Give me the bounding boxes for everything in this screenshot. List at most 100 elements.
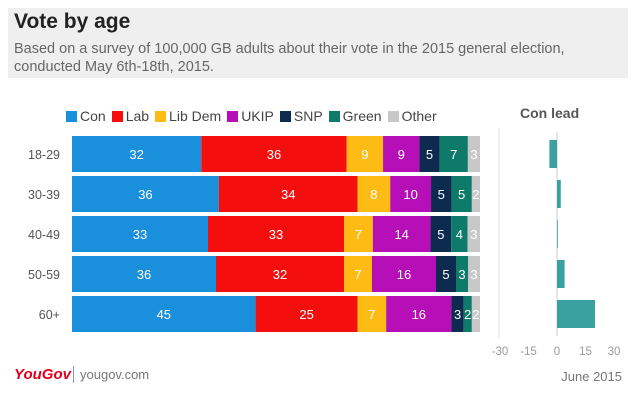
bar-segment-ukip	[386, 296, 452, 332]
con-lead-tick-label: 0	[554, 346, 560, 358]
bar-segment-ukip	[390, 176, 432, 212]
bar-segment-ukip	[372, 216, 431, 252]
chart-title: Vote by age	[14, 10, 131, 33]
data-label: 5	[426, 147, 433, 162]
bar-segment-ukip	[383, 136, 420, 172]
data-label: 9	[361, 147, 368, 162]
data-label: 33	[269, 227, 283, 242]
bar-segment-lab	[208, 216, 344, 252]
bar-segment-other	[468, 256, 480, 292]
con-lead-tick-label: 15	[579, 346, 592, 358]
con-lead-bar	[549, 140, 557, 168]
con-lead-tick-label: -15	[520, 346, 537, 358]
data-label: 4	[456, 227, 463, 242]
bar-segment-con	[72, 216, 208, 252]
age-group-label: 50-59	[28, 268, 60, 282]
data-label: 3	[470, 267, 477, 282]
data-label: 9	[398, 147, 405, 162]
legend-label: Lab	[125, 108, 150, 124]
age-group-label: 18-29	[28, 148, 60, 162]
bar-segment-other	[471, 296, 480, 332]
legend-label: Green	[342, 108, 382, 124]
legend-label: Other	[401, 108, 437, 124]
legend-swatch	[279, 110, 291, 122]
footer-divider	[73, 366, 74, 383]
bar-segment-con	[72, 296, 256, 332]
legend-label: Con	[80, 108, 106, 124]
data-label: 7	[354, 267, 361, 282]
data-label: 10	[403, 187, 417, 202]
bar-segment-lib-dem	[344, 256, 372, 292]
age-group-label: 30-39	[28, 188, 60, 202]
bar-segment-lib-dem	[357, 176, 391, 212]
bar-segment-lib-dem	[346, 136, 384, 172]
data-label: 5	[458, 187, 465, 202]
bar-segment-green	[463, 296, 472, 332]
data-label: 32	[273, 267, 287, 282]
yougov-logo: YouGov	[14, 366, 71, 383]
bar-segment-lib-dem	[344, 216, 373, 252]
legend-swatch	[387, 110, 399, 122]
data-label: 3	[458, 267, 465, 282]
data-label: 7	[355, 227, 362, 242]
data-label: 3	[470, 227, 477, 242]
data-label: 32	[129, 147, 143, 162]
data-label: 16	[397, 267, 411, 282]
data-label: 34	[281, 187, 295, 202]
legend-item-snp: SNP	[279, 108, 323, 124]
bar-segment-green	[451, 216, 468, 252]
legend-item-con: Con	[66, 108, 106, 124]
legend-item-ukip: UKIP	[227, 108, 274, 124]
footer-site-link[interactable]: yougov.com	[80, 367, 150, 382]
header-panel: Vote by age Based on a survey of 100,000…	[8, 8, 628, 78]
footer-date: June 2015	[561, 369, 622, 384]
data-label: 7	[368, 307, 375, 322]
bar-segment-snp	[431, 176, 452, 212]
data-label: 3	[454, 307, 461, 322]
legend-item-other: Other	[387, 108, 437, 124]
data-label: 3	[470, 147, 477, 162]
legend-swatch	[155, 110, 167, 122]
chart-legend: Con Lab Lib Dem UKIP SNP Green Other	[66, 108, 443, 124]
legend-item-lib-dem: Lib Dem	[155, 108, 221, 124]
con-lead-title: Con lead	[520, 105, 580, 121]
legend-swatch	[328, 110, 340, 122]
bar-segment-lib-dem	[357, 296, 387, 332]
bar-segment-con	[72, 256, 216, 292]
data-label: 2	[472, 187, 479, 202]
age-group-label: 40-49	[28, 228, 60, 242]
bar-segment-con	[72, 176, 219, 212]
data-label: 7	[450, 147, 457, 162]
con-lead-tick-label: -30	[492, 346, 509, 358]
legend-item-lab: Lab	[111, 108, 150, 124]
data-label: 45	[157, 307, 171, 322]
legend-item-green: Green	[328, 108, 382, 124]
bar-segment-lab	[201, 136, 347, 172]
data-label: 14	[394, 227, 408, 242]
data-label: 36	[138, 187, 152, 202]
bar-segment-ukip	[372, 256, 436, 292]
bar-segment-con	[72, 136, 202, 172]
legend-swatch	[66, 110, 77, 122]
bar-segment-lab	[218, 176, 358, 212]
con-lead-tick-label: 30	[608, 346, 621, 358]
data-label: 33	[133, 227, 147, 242]
bar-segment-other	[467, 216, 480, 252]
con-lead-bar	[557, 180, 561, 208]
chart-subtitle: Based on a survey of 100,000 GB adults a…	[14, 41, 565, 75]
data-label: 25	[299, 307, 313, 322]
bar-segment-other	[467, 136, 480, 172]
bar-segment-green	[451, 176, 472, 212]
data-label: 5	[442, 267, 449, 282]
data-label: 36	[267, 147, 281, 162]
con-lead-bar	[557, 220, 558, 248]
age-group-label: 60+	[39, 308, 60, 322]
data-label: 36	[137, 267, 151, 282]
con-lead-bar	[557, 260, 565, 288]
bar-segment-other	[471, 176, 480, 212]
bar-segment-snp	[451, 296, 464, 332]
bar-segment-snp	[436, 256, 456, 292]
data-label: 8	[370, 187, 377, 202]
data-label: 5	[438, 187, 445, 202]
data-label: 5	[437, 227, 444, 242]
